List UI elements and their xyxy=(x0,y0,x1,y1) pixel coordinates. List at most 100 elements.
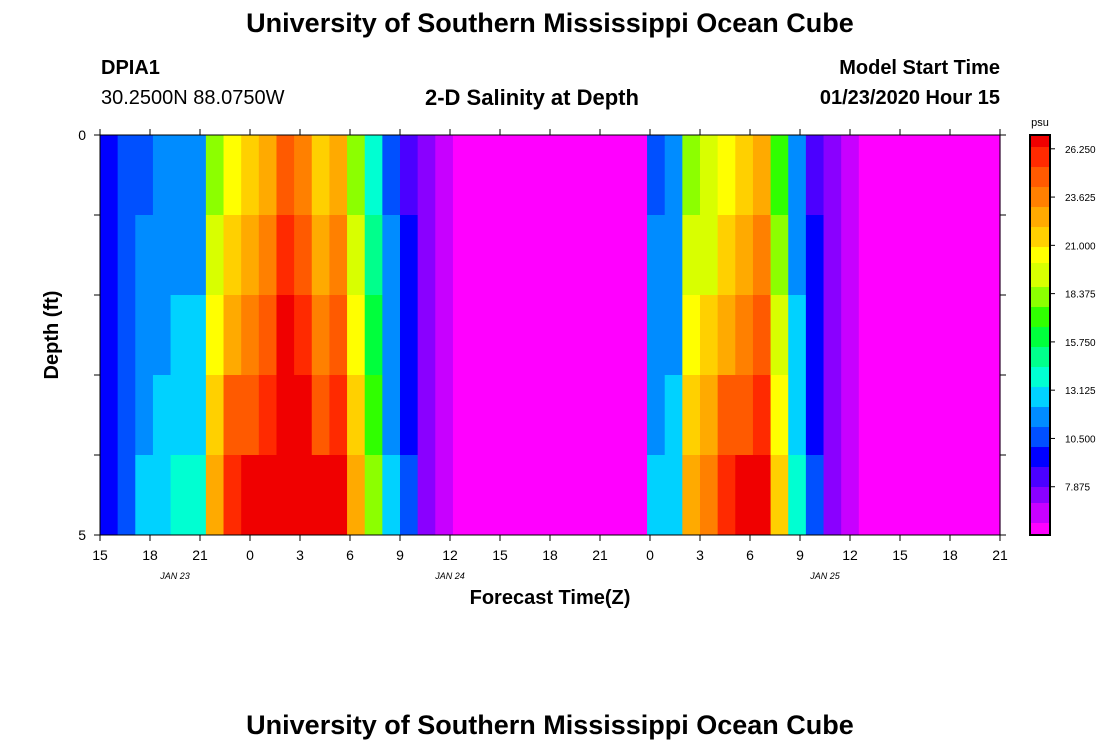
heatmap-cell xyxy=(347,215,366,296)
colorbar-segment xyxy=(1030,283,1050,288)
heatmap-cell xyxy=(911,295,931,376)
heatmap-cell xyxy=(894,295,913,376)
colorbar-segment xyxy=(1030,511,1050,516)
heatmap-cell xyxy=(276,455,295,536)
heatmap-cell xyxy=(135,215,154,296)
heatmap-cell xyxy=(452,455,472,536)
heatmap-cell xyxy=(329,375,348,456)
heatmap-cell xyxy=(276,295,295,376)
heatmap-cell xyxy=(135,455,154,536)
heatmap-cell xyxy=(947,295,966,376)
heatmap-cell xyxy=(505,375,525,456)
colorbar-segment xyxy=(1030,323,1050,328)
x-tick-label: 21 xyxy=(592,547,608,563)
colorbar-segment xyxy=(1030,215,1050,220)
heatmap-cell xyxy=(858,215,878,296)
heatmap-cell xyxy=(417,455,436,536)
heatmap-cell xyxy=(682,135,701,216)
heatmap-cell xyxy=(964,135,983,216)
heatmap-cell xyxy=(858,455,878,536)
colorbar-tick-label: 7.875 xyxy=(1065,483,1090,494)
heatmap-cell xyxy=(417,135,436,216)
heatmap-cell xyxy=(752,135,772,216)
colorbar-segment xyxy=(1030,491,1050,496)
heatmap-cell xyxy=(929,215,948,296)
colorbar-segment xyxy=(1030,403,1050,408)
heatmap-cell xyxy=(823,135,842,216)
heatmap-cell xyxy=(541,215,560,296)
heatmap-cell xyxy=(947,375,966,456)
heatmap-cell xyxy=(223,295,242,376)
heatmap-cell xyxy=(682,215,701,296)
heatmap-cell xyxy=(364,295,383,376)
colorbar-segment xyxy=(1030,259,1050,264)
heatmap-cell xyxy=(505,135,525,216)
colorbar-segment xyxy=(1030,499,1050,504)
heatmap-cell xyxy=(417,375,436,456)
heatmap-cell xyxy=(117,455,136,536)
heatmap-cell xyxy=(558,455,578,536)
heatmap-cell xyxy=(788,375,807,456)
y-tick-label: 0 xyxy=(78,127,86,143)
colorbar-segment xyxy=(1030,287,1050,292)
x-tick-label: 15 xyxy=(892,547,908,563)
colorbar-segment xyxy=(1030,367,1050,372)
heatmap-cell xyxy=(611,215,631,296)
heatmap-cell xyxy=(541,295,560,376)
colorbar-segment xyxy=(1030,343,1050,348)
colorbar-segment xyxy=(1030,483,1050,488)
heatmap-cell xyxy=(188,215,207,296)
heatmap-cell xyxy=(205,295,225,376)
heatmap-cell xyxy=(841,375,860,456)
heatmap-cell xyxy=(100,295,119,376)
heatmap-cell xyxy=(152,455,172,536)
heatmap-cell xyxy=(576,295,595,376)
heatmap-cell xyxy=(682,455,701,536)
heatmap-cell xyxy=(382,375,401,456)
heatmap-cell xyxy=(364,375,383,456)
heatmap-cell xyxy=(664,215,683,296)
heatmap-cell xyxy=(770,135,789,216)
heatmap-cell xyxy=(982,295,1001,376)
heatmap-cell xyxy=(205,455,225,536)
heatmap-cell xyxy=(117,135,136,216)
heatmap-cell xyxy=(294,295,313,376)
heatmap-cell xyxy=(788,215,807,296)
heatmap-cell xyxy=(700,215,719,296)
colorbar-segment xyxy=(1030,295,1050,300)
heatmap-cell xyxy=(929,295,948,376)
heatmap-cell xyxy=(117,215,136,296)
heatmap-cell xyxy=(717,455,736,536)
heatmap-cell xyxy=(417,295,436,376)
heatmap-cell xyxy=(258,295,278,376)
station-coordinates: 30.2500N 88.0750W xyxy=(101,87,285,109)
heatmap-cell xyxy=(876,295,895,376)
colorbar-segment xyxy=(1030,515,1050,520)
heatmap-cell xyxy=(470,375,489,456)
heatmap-cell xyxy=(488,135,507,216)
heatmap-cell xyxy=(805,295,825,376)
heatmap-cell xyxy=(505,215,525,296)
x-tick-label: 0 xyxy=(246,547,254,563)
colorbar-frame xyxy=(1029,134,1051,536)
heatmap-cell xyxy=(364,455,383,536)
heatmap-cell xyxy=(276,375,295,456)
colorbar-segment xyxy=(1030,439,1050,444)
page-title: University of Southern Mississippi Ocean… xyxy=(246,8,854,38)
heatmap-cell xyxy=(700,375,719,456)
heatmap-cell xyxy=(629,215,648,296)
heatmap-cell xyxy=(347,455,366,536)
heatmap-cell xyxy=(947,215,966,296)
heatmap-cell xyxy=(505,295,525,376)
colorbar-tick-label: 18.375 xyxy=(1065,290,1096,301)
colorbar-segment xyxy=(1030,507,1050,512)
heatmap-cell xyxy=(223,135,242,216)
heatmap-cell xyxy=(117,375,136,456)
heatmap-cell xyxy=(435,135,454,216)
heatmap-cell xyxy=(823,455,842,536)
heatmap-cell xyxy=(223,375,242,456)
heatmap-cell xyxy=(170,215,189,296)
heatmap-cell xyxy=(558,215,578,296)
x-tick-label: 15 xyxy=(92,547,108,563)
heatmap-cell xyxy=(311,215,331,296)
